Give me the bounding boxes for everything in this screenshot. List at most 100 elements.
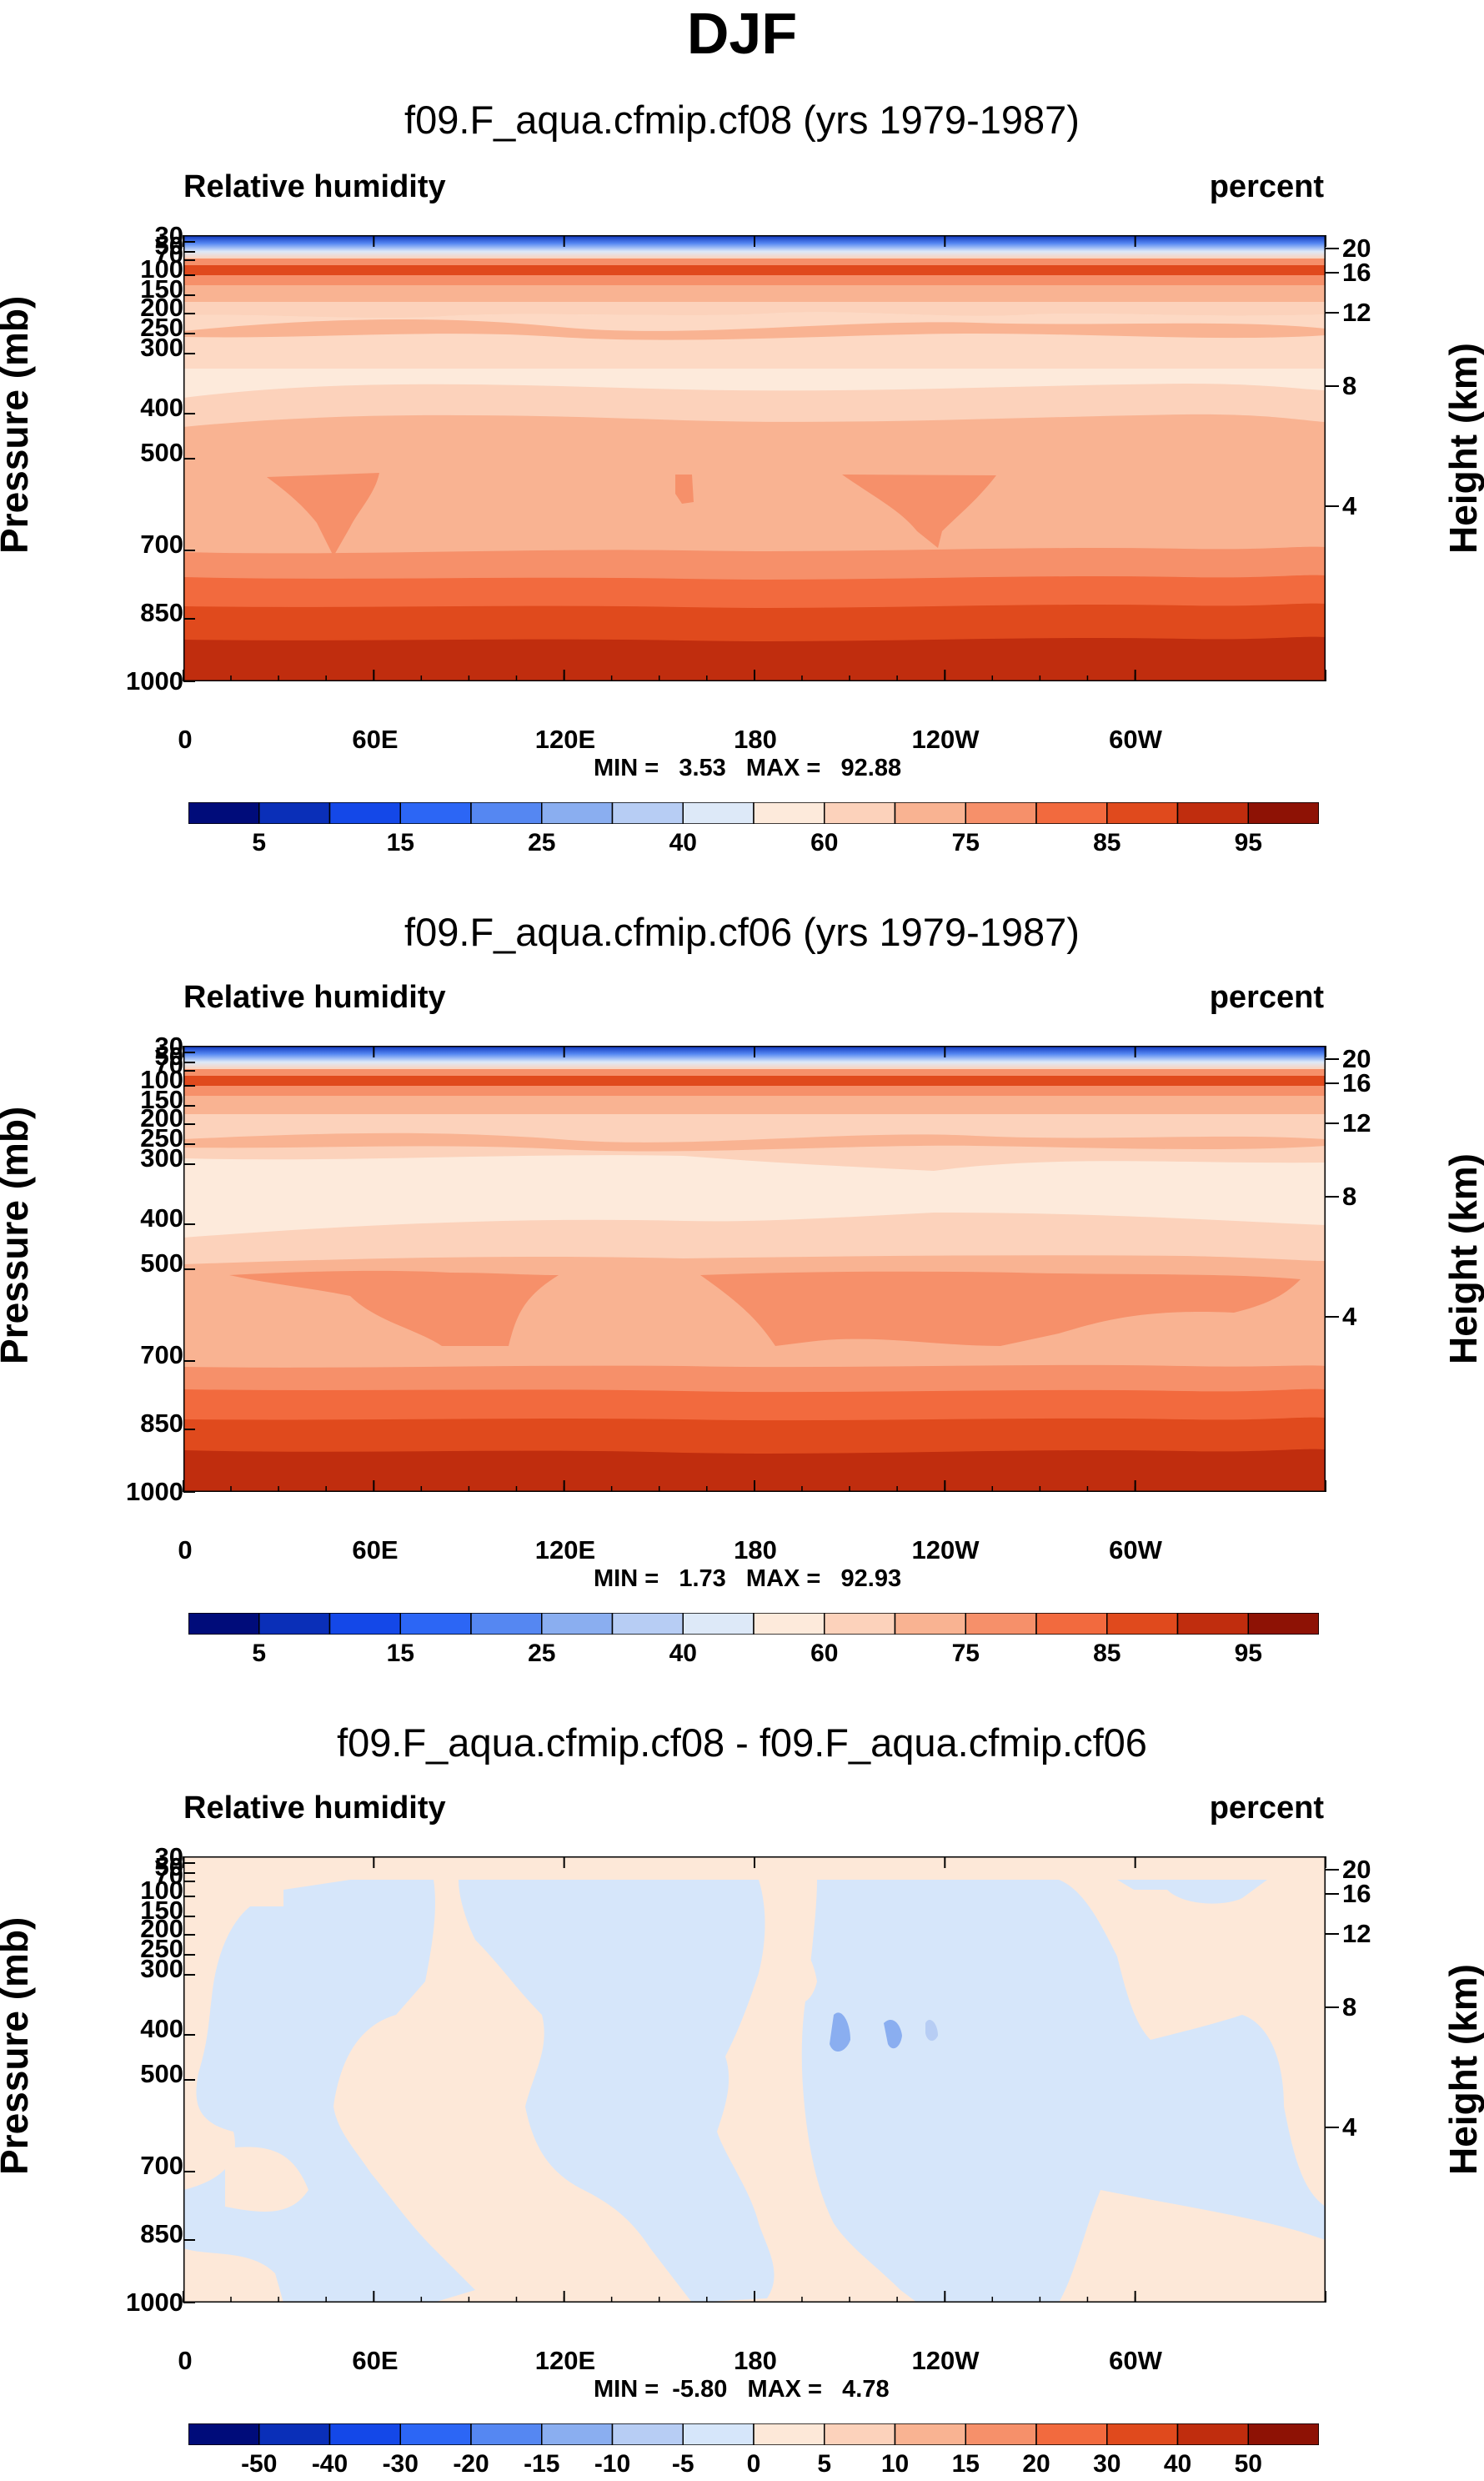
colorbar-swatch [541, 2423, 614, 2445]
colorbar-swatch [894, 2423, 966, 2445]
colorbar-swatch [894, 1613, 966, 1635]
panel-3-colorbar-labels: -50 -40 -30 -20 -15 -10 -5 0 5 10 15 20 30 40 50 [188, 2452, 1319, 2480]
panel-2-colorbar [188, 1613, 1319, 1635]
panel-2-height-tick: 20 [1342, 1044, 1371, 1073]
colorbar-swatch [258, 1613, 331, 1635]
panel-3-ytick: 30 [154, 1842, 183, 1871]
panel-1-ytick: 50 [154, 231, 183, 260]
panel-1-ylabel: Pressure (mb) [0, 295, 36, 554]
colorbar-label: 15 [386, 1640, 414, 1667]
panel-1-xtick: 180 [734, 725, 777, 754]
colorbar-swatch [470, 802, 543, 824]
colorbar-label: 85 [1093, 1640, 1121, 1667]
panel-3-xtick: 60W [1109, 2346, 1162, 2375]
colorbar-swatch [682, 802, 755, 824]
colorbar-swatch [1247, 802, 1319, 824]
panel-3-ytick: 100 [140, 1876, 183, 1905]
panel-2-ytick: 200 [140, 1103, 183, 1133]
colorbar-label: 15 [951, 2450, 980, 2478]
colorbar-swatch [753, 2423, 825, 2445]
colorbar-swatch [611, 802, 684, 824]
panel-2-ytick: 500 [140, 1248, 183, 1278]
panel-1-xtick: 60E [352, 725, 399, 754]
colorbar-swatch [188, 2423, 260, 2445]
panel-3-ytick: 850 [140, 2219, 183, 2248]
panel-1-ytick: 300 [140, 333, 183, 362]
panel-3-ytick: 700 [140, 2151, 183, 2180]
colorbar-swatch [965, 802, 1037, 824]
colorbar-label: 60 [810, 1640, 839, 1667]
colorbar-label: 20 [1022, 2450, 1050, 2478]
colorbar-swatch [682, 1613, 755, 1635]
panel-3-xtick: 60E [352, 2346, 399, 2375]
colorbar-label: 85 [1093, 829, 1121, 856]
panel-1-height-tick: 12 [1342, 298, 1371, 327]
panel-2-height-tick: 12 [1342, 1108, 1371, 1138]
panel-1-ytick: 100 [140, 254, 183, 284]
panel-1-ytick: 150 [140, 274, 183, 304]
panel-1-stats: MIN = 3.53 MAX = 92.88 [594, 755, 902, 781]
colorbar-swatch [965, 1613, 1037, 1635]
panel-2-ytick: 150 [140, 1085, 183, 1114]
panel-3-stats: MIN = -5.80 MAX = 4.78 [594, 2376, 890, 2403]
panel-2-ylabel-right: Height (km) [1441, 1153, 1484, 1364]
panel-3-unit-label: percent [1209, 1790, 1324, 1826]
colorbar-swatch [399, 2423, 472, 2445]
panel-1-ylabel-right: Height (km) [1441, 343, 1484, 554]
panel-3-ytick: 300 [140, 1954, 183, 1983]
panel-3-ytick: 50 [154, 1852, 183, 1881]
colorbar-label: 25 [528, 829, 556, 856]
colorbar-swatch [328, 802, 401, 824]
panel-2-xtick: 60W [1109, 1535, 1162, 1564]
colorbar-swatch [682, 2423, 755, 2445]
panel-1-ytick: 500 [140, 438, 183, 467]
panel-2-height-tick: 16 [1342, 1068, 1371, 1097]
colorbar-label: -15 [524, 2450, 560, 2478]
panel-3-xtick: 120W [911, 2346, 980, 2375]
panel-1-xtick: 0 [178, 725, 193, 754]
panel-3-xtick: 180 [734, 2346, 777, 2375]
colorbar-swatch [1106, 2423, 1179, 2445]
panel-3-ytick: 150 [140, 1896, 183, 1925]
panel-3-ytick: 200 [140, 1914, 183, 1943]
panel-1-ytick: 200 [140, 293, 183, 322]
colorbar-label: 5 [817, 2450, 832, 2478]
colorbar-swatch [1176, 2423, 1249, 2445]
figure-title: DJF [686, 1, 798, 66]
panel-2-heatmap [183, 1046, 1326, 1492]
panel-2-ytick: 1000 [126, 1477, 183, 1506]
colorbar-swatch [753, 802, 825, 824]
panel-2-ytick: 50 [154, 1042, 183, 1071]
colorbar-label: -20 [453, 2450, 489, 2478]
panel-2-ytick: 30 [154, 1032, 183, 1061]
colorbar-swatch [824, 1613, 896, 1635]
panel-3-height-tick: 12 [1342, 1919, 1371, 1948]
colorbar-label: 15 [386, 829, 414, 856]
colorbar-label: -5 [671, 2450, 694, 2478]
panel-2-colorbar-labels: 5 15 25 40 60 75 85 95 [188, 1641, 1319, 1670]
panel-1-xtick: 120E [534, 725, 596, 754]
panel-1-colorbar [188, 802, 1319, 824]
colorbar-swatch [1176, 802, 1249, 824]
panel-3-ylabel: Pressure (mb) [0, 1916, 36, 2175]
panel-1-colorbar-labels: 5 15 25 40 60 75 85 95 [188, 831, 1319, 859]
panel-3-colorbar [188, 2423, 1319, 2445]
colorbar-swatch [258, 2423, 331, 2445]
panel-3-heatmap [183, 1856, 1326, 2303]
panel-1-ytick: 30 [154, 221, 183, 250]
panel-2-xtick: 120E [534, 1535, 596, 1564]
panel-3-xtick: 0 [178, 2346, 193, 2375]
colorbar-label: 25 [528, 1640, 556, 1667]
panel-3-xtick: 120E [534, 2346, 596, 2375]
panel-3-height-tick: 20 [1342, 1855, 1371, 1884]
panel-1-ytick: 1000 [126, 666, 183, 696]
panel-3-height-tick: 4 [1342, 2112, 1357, 2142]
colorbar-swatch [753, 1613, 825, 1635]
colorbar-swatch [965, 2423, 1037, 2445]
panel-1-plot [183, 235, 1326, 681]
colorbar-label: 40 [669, 829, 697, 856]
colorbar-swatch [470, 1613, 543, 1635]
colorbar-label: -50 [241, 2450, 278, 2478]
panel-2-xtick: 0 [178, 1535, 193, 1564]
colorbar-label: 95 [1234, 1640, 1262, 1667]
